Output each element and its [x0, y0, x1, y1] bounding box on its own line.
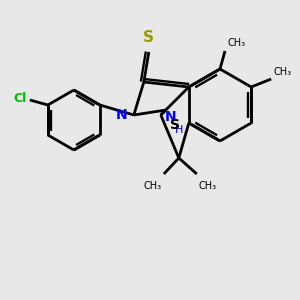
Text: N: N — [165, 110, 176, 124]
Text: Cl: Cl — [14, 92, 27, 104]
Text: CH₃: CH₃ — [273, 67, 291, 77]
Text: CH₃: CH₃ — [199, 181, 217, 191]
Text: CH₃: CH₃ — [227, 38, 245, 48]
Text: CH₃: CH₃ — [144, 181, 162, 191]
Text: H: H — [175, 125, 183, 135]
Text: S: S — [170, 118, 180, 132]
Text: N: N — [116, 108, 128, 122]
Text: S: S — [143, 30, 154, 45]
